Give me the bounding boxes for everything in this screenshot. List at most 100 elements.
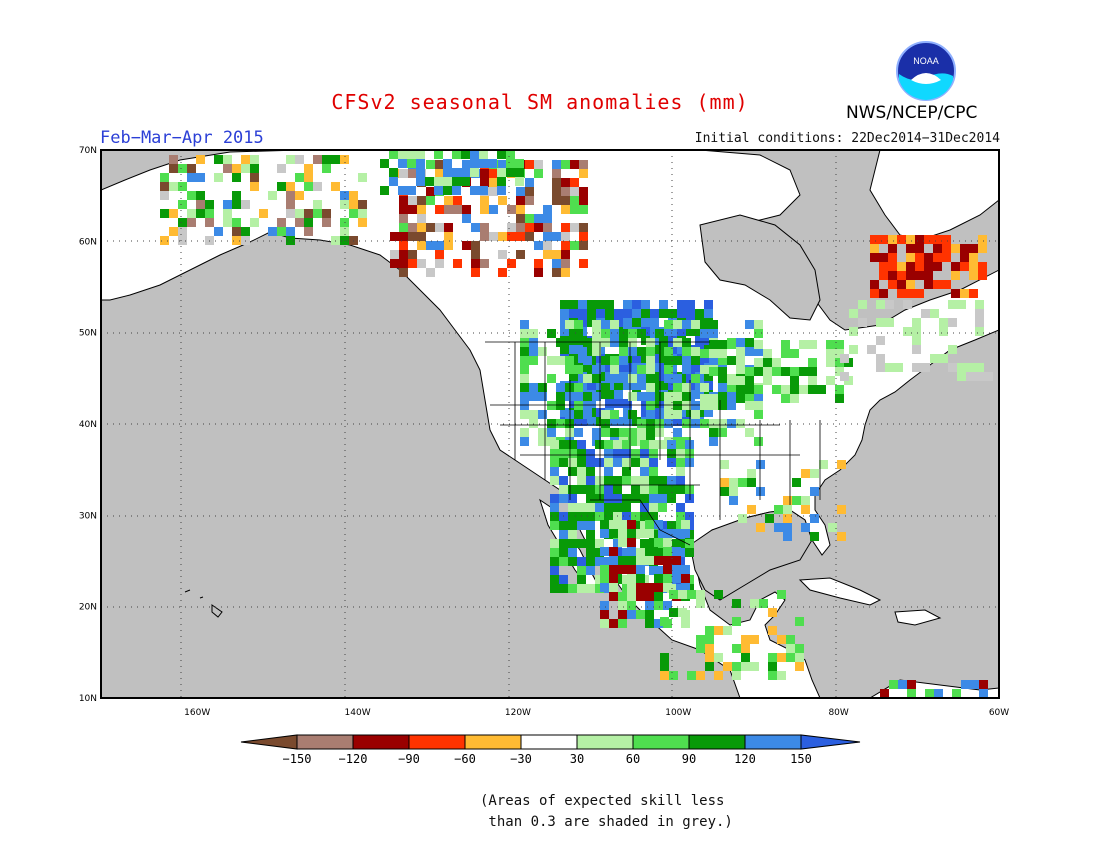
- anomaly-cell: [565, 428, 574, 437]
- anomaly-cell: [286, 155, 295, 164]
- anomaly-cell: [543, 214, 552, 223]
- anomaly-cell: [966, 372, 975, 381]
- anomaly-cell: [160, 173, 169, 182]
- anomaly-cell: [568, 458, 577, 467]
- anomaly-cell: [443, 186, 452, 195]
- anomaly-cell: [556, 383, 565, 392]
- anomaly-cell: [640, 539, 649, 548]
- colorbar-segment: [688, 734, 746, 750]
- anomaly-cell: [398, 159, 407, 168]
- anomaly-cell: [565, 392, 574, 401]
- anomaly-cell: [682, 419, 691, 428]
- colorbar-label: 90: [682, 752, 696, 766]
- anomaly-cell: [399, 232, 408, 241]
- anomaly-cell: [609, 565, 618, 574]
- anomaly-cell: [435, 250, 444, 259]
- anomaly-cell: [663, 574, 672, 583]
- anomaly-cell: [623, 399, 632, 408]
- anomaly-cell: [340, 191, 349, 200]
- anomaly-cell: [783, 523, 792, 532]
- anomaly-cell: [676, 440, 685, 449]
- anomaly-cell: [614, 381, 623, 390]
- colorbar-label: −120: [339, 752, 368, 766]
- anomaly-cell: [696, 671, 705, 680]
- anomaly-cell: [340, 227, 349, 236]
- anomaly-cell: [286, 191, 295, 200]
- anomaly-cell: [691, 410, 700, 419]
- anomaly-cell: [609, 583, 618, 592]
- anomaly-cell: [729, 478, 738, 487]
- anomaly-cell: [568, 530, 577, 539]
- anomaly-cell: [659, 399, 668, 408]
- anomaly-cell: [560, 327, 569, 336]
- anomaly-cell: [921, 363, 930, 372]
- anomaly-cell: [631, 494, 640, 503]
- anomaly-cell: [837, 505, 846, 514]
- anomaly-cell: [577, 476, 586, 485]
- anomaly-cell: [677, 300, 686, 309]
- anomaly-cell: [681, 583, 690, 592]
- anomaly-cell: [550, 575, 559, 584]
- anomaly-cell: [550, 467, 559, 476]
- anomaly-cell: [529, 347, 538, 356]
- anomaly-cell: [578, 300, 587, 309]
- anomaly-cell: [870, 280, 879, 289]
- anomaly-cell: [600, 601, 609, 610]
- anomaly-cell: [979, 680, 988, 689]
- anomaly-cell: [577, 449, 586, 458]
- anomaly-cell: [349, 209, 358, 218]
- anomaly-cell: [641, 300, 650, 309]
- anomaly-cell: [673, 401, 682, 410]
- anomaly-cell: [966, 363, 975, 372]
- anomaly-cell: [574, 392, 583, 401]
- anomaly-cell: [774, 505, 783, 514]
- anomaly-cell: [595, 557, 604, 566]
- anomaly-cell: [695, 363, 704, 372]
- anomaly-cell: [479, 186, 488, 195]
- anomaly-cell: [322, 164, 331, 173]
- colorbar-segment: [296, 734, 354, 750]
- anomaly-cell: [628, 437, 637, 446]
- anomaly-cell: [700, 329, 709, 338]
- anomaly-cell: [655, 392, 664, 401]
- anomaly-cell: [489, 187, 498, 196]
- anomaly-cell: [586, 566, 595, 575]
- anomaly-cell: [435, 205, 444, 214]
- anomaly-cell: [435, 169, 444, 178]
- anomaly-cell: [792, 478, 801, 487]
- anomaly-cell: [604, 440, 613, 449]
- anomaly-cell: [631, 449, 640, 458]
- anomaly-cell: [498, 160, 507, 169]
- anomaly-cell: [552, 187, 561, 196]
- anomaly-cell: [654, 538, 663, 547]
- anomaly-cell: [610, 329, 619, 338]
- anomaly-cell: [885, 318, 894, 327]
- anomaly-cell: [416, 150, 425, 159]
- anomaly-cell: [641, 399, 650, 408]
- anomaly-cell: [619, 347, 628, 356]
- anomaly-cell: [578, 336, 587, 345]
- anomaly-cell: [745, 347, 754, 356]
- anomaly-cell: [550, 584, 559, 593]
- anomaly-cell: [681, 565, 690, 574]
- anomaly-cell: [187, 191, 196, 200]
- anomaly-cell: [906, 253, 915, 262]
- anomaly-cell: [610, 374, 619, 383]
- anomaly-cell: [556, 392, 565, 401]
- initial-conditions: Initial conditions: 22Dec2014−31Dec2014: [694, 131, 1000, 146]
- anomaly-cell: [714, 626, 723, 635]
- anomaly-cell: [452, 177, 461, 186]
- anomaly-cell: [754, 329, 763, 338]
- anomaly-cell: [600, 610, 609, 619]
- x-tick-label: 120W: [505, 708, 531, 718]
- colorbar-segment: [576, 734, 634, 750]
- anomaly-cell: [759, 599, 768, 608]
- anomaly-cell: [747, 469, 756, 478]
- anomaly-cell: [479, 150, 488, 159]
- anomaly-cell: [434, 186, 443, 195]
- anomaly-cell: [313, 155, 322, 164]
- anomaly-cell: [924, 253, 933, 262]
- anomaly-cell: [622, 575, 631, 584]
- anomaly-cell: [649, 503, 658, 512]
- anomaly-cell: [948, 345, 957, 354]
